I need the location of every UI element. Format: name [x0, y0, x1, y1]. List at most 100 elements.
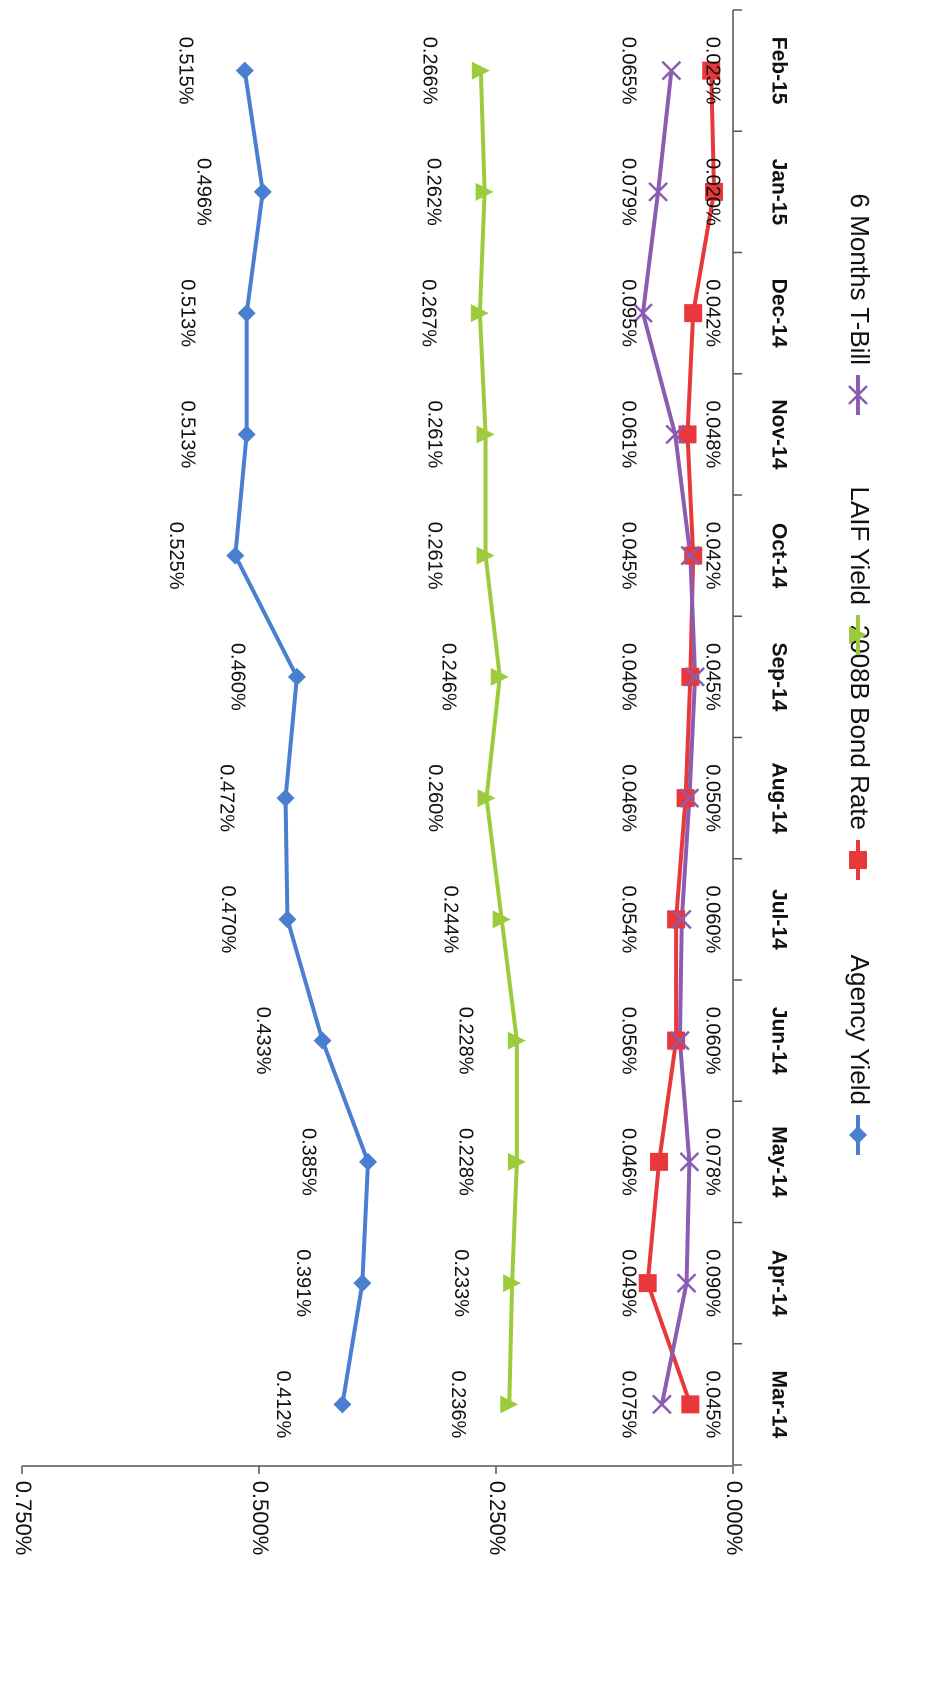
data-label-agency-yield: 0.513% — [176, 400, 198, 468]
category-tick-label: Jun-14 — [767, 1007, 790, 1075]
category-tick-label: Mar-14 — [767, 1371, 790, 1439]
data-point-6-months-t-bill — [633, 303, 653, 324]
data-point-agency-yield — [235, 61, 254, 80]
data-point-laif-yield — [470, 304, 489, 323]
value-tick-label: 0.750% — [11, 1481, 36, 1556]
data-label-laif-yield: 0.228% — [455, 1007, 477, 1075]
data-label-6-months-t-bill: 0.045% — [618, 522, 640, 590]
data-label-6-months-t-bill: 0.054% — [618, 885, 640, 953]
data-label-2008b-bond-rate: 0.050% — [702, 764, 724, 832]
series-lines — [233, 70, 717, 1406]
data-point-laif-yield — [476, 425, 495, 444]
legend-swatch-marker — [849, 626, 867, 644]
data-label-2008b-bond-rate: 0.045% — [702, 643, 724, 711]
data-label-laif-yield: 0.261% — [423, 400, 445, 468]
data-label-2008b-bond-rate: 0.020% — [702, 158, 724, 226]
data-point-laif-yield — [507, 1031, 526, 1050]
data-label-2008b-bond-rate: 0.042% — [702, 279, 724, 347]
data-label-2008b-bond-rate: 0.048% — [702, 400, 724, 468]
legend-swatch-marker — [849, 1126, 867, 1144]
data-point-laif-yield — [471, 61, 490, 80]
data-point-2008b-bond-rate — [667, 910, 686, 929]
data-point-2008b-bond-rate — [684, 546, 703, 565]
data-point-6-months-t-bill — [679, 788, 700, 809]
data-point-laif-yield — [476, 546, 495, 565]
legend-label: Agency Yield — [845, 955, 875, 1105]
category-tick-label: Apr-14 — [767, 1250, 790, 1317]
data-point-2008b-bond-rate — [667, 1031, 686, 1050]
data-label-agency-yield: 0.385% — [298, 1128, 320, 1196]
data-point-agency-yield — [353, 1274, 372, 1293]
data-point-6-months-t-bill — [685, 666, 705, 687]
category-tick-label: Jan-15 — [767, 159, 790, 226]
data-point-2008b-bond-rate — [705, 182, 724, 201]
data-label-agency-yield: 0.391% — [292, 1249, 314, 1317]
series-line-laif-yield — [477, 70, 519, 1405]
value-tick-label: 0.000% — [722, 1481, 747, 1556]
data-point-6-months-t-bill — [679, 1151, 700, 1172]
data-label-laif-yield: 0.260% — [424, 764, 446, 832]
data-label-agency-yield: 0.515% — [174, 37, 196, 105]
data-label-laif-yield: 0.236% — [447, 1370, 469, 1438]
legend-swatch-marker — [849, 851, 867, 869]
data-label-agency-yield: 0.525% — [165, 522, 187, 590]
data-point-2008b-bond-rate — [681, 667, 700, 686]
data-label-2008b-bond-rate: 0.090% — [702, 1249, 724, 1317]
data-labels: 0.412% 0.391% 0.385% 0.433% 0.470% 0.472% 0.46… — [165, 37, 724, 1439]
category-tick-label: Oct-14 — [767, 523, 790, 589]
data-label-agency-yield: 0.433% — [252, 1007, 274, 1075]
category-tick-label: Aug-14 — [767, 763, 790, 834]
data-point-6-months-t-bill — [648, 181, 668, 202]
data-point-2008b-bond-rate — [678, 425, 697, 444]
data-point-2008b-bond-rate — [676, 789, 695, 808]
data-point-6-months-t-bill — [670, 1030, 690, 1051]
data-point-2008b-bond-rate — [702, 61, 721, 80]
data-label-laif-yield: 0.262% — [422, 158, 444, 226]
legend-item-agency-yield: Agency Yield — [845, 955, 875, 1155]
data-label-agency-yield: 0.460% — [227, 643, 249, 711]
series-line-6-months-t-bill — [640, 70, 698, 1405]
data-point-agency-yield — [278, 910, 297, 929]
data-label-agency-yield: 0.412% — [272, 1370, 294, 1438]
data-point-6-months-t-bill — [671, 909, 692, 930]
data-point-laif-yield — [475, 182, 494, 201]
series-line-2008b-bond-rate — [645, 70, 717, 1406]
data-point-2008b-bond-rate — [684, 304, 703, 323]
data-point-2008b-bond-rate — [638, 1274, 657, 1293]
data-label-2008b-bond-rate: 0.060% — [702, 885, 724, 953]
data-point-6-months-t-bill — [680, 545, 701, 566]
legend-label: 2008B Bond Rate — [845, 625, 875, 830]
data-point-agency-yield — [253, 182, 272, 201]
data-label-laif-yield: 0.261% — [423, 522, 445, 590]
data-point-agency-yield — [287, 667, 306, 686]
data-label-laif-yield: 0.267% — [418, 279, 440, 347]
data-label-2008b-bond-rate: 0.078% — [702, 1128, 724, 1196]
data-point-laif-yield — [492, 910, 511, 929]
data-label-agency-yield: 0.470% — [217, 885, 239, 953]
chart-axes: Mar-14 Apr-14 May-14 Jun-14 Jul-14 Aug-14 Sep-… — [11, 9, 790, 1556]
data-label-6-months-t-bill: 0.046% — [618, 764, 640, 832]
data-label-laif-yield: 0.266% — [419, 37, 441, 105]
data-point-2008b-bond-rate — [681, 1395, 700, 1414]
data-label-6-months-t-bill: 0.049% — [618, 1249, 640, 1317]
series-line-agency-yield — [233, 70, 371, 1405]
data-point-agency-yield — [237, 425, 256, 444]
data-point-agency-yield — [226, 546, 245, 565]
legend-item-laif-yield: LAIF Yield — [845, 486, 875, 655]
data-point-6-months-t-bill — [652, 1394, 672, 1415]
data-label-6-months-t-bill: 0.065% — [618, 37, 640, 105]
value-tick-label: 0.500% — [248, 1481, 273, 1556]
data-point-laif-yield — [477, 789, 496, 808]
data-point-agency-yield — [333, 1395, 352, 1414]
legend: Agency Yield 2008B Bond Rate LAIF Yield 6 M… — [845, 194, 875, 1155]
data-label-2008b-bond-rate: 0.060% — [702, 1007, 724, 1075]
data-point-agency-yield — [237, 304, 256, 323]
data-point-2008b-bond-rate — [650, 1152, 669, 1171]
data-label-2008b-bond-rate: 0.023% — [702, 37, 724, 105]
data-label-6-months-t-bill: 0.056% — [618, 1007, 640, 1075]
data-label-2008b-bond-rate: 0.045% — [702, 1370, 724, 1438]
data-label-agency-yield: 0.472% — [215, 764, 237, 832]
data-label-agency-yield: 0.496% — [193, 158, 215, 226]
legend-label: LAIF Yield — [845, 486, 875, 605]
